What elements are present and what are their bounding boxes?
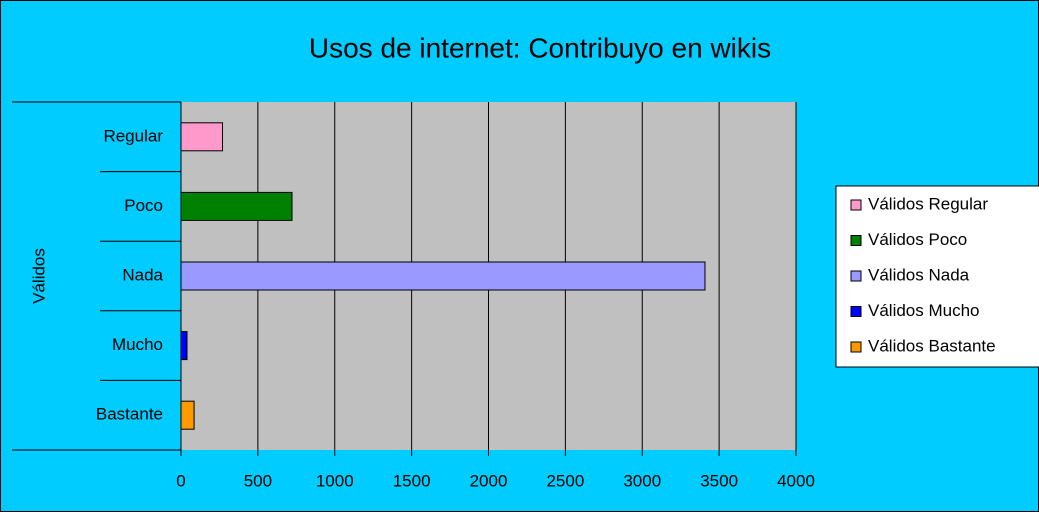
x-tick-label: 1500 xyxy=(393,471,431,490)
x-tick-label: 4000 xyxy=(777,471,815,490)
legend-label: Válidos Poco xyxy=(868,230,967,249)
bar xyxy=(180,191,293,221)
legend-swatch xyxy=(850,270,862,282)
x-tick-label: 3000 xyxy=(623,471,661,490)
x-tick-label: 2500 xyxy=(546,471,584,490)
bar xyxy=(180,261,706,291)
chart-title: Usos de internet: Contribuyo en wikis xyxy=(309,32,771,63)
y-tick-label: Bastante xyxy=(96,405,163,424)
legend-label: Válidos Mucho xyxy=(868,301,980,320)
bar xyxy=(180,400,195,430)
x-tick-label: 0 xyxy=(176,471,185,490)
legend-swatch xyxy=(850,199,862,211)
bar xyxy=(180,331,188,361)
x-tick-label: 500 xyxy=(244,471,272,490)
x-tick-label: 3500 xyxy=(700,471,738,490)
legend-label: Válidos Regular xyxy=(868,194,988,213)
bar xyxy=(180,122,224,152)
legend-swatch xyxy=(850,235,862,246)
legend xyxy=(835,185,1039,368)
legend-label: Válidos Nada xyxy=(868,265,970,284)
y-tick-label: Mucho xyxy=(112,335,163,354)
legend-swatch xyxy=(850,341,862,353)
y-axis-label: Válidos xyxy=(29,248,48,304)
y-tick-label: Poco xyxy=(124,196,163,215)
x-tick-label: 2000 xyxy=(470,471,508,490)
y-tick-label: Nada xyxy=(122,265,163,284)
y-tick-label: Regular xyxy=(103,126,163,145)
legend-label: Válidos Bastante xyxy=(868,336,996,355)
x-tick-label: 1000 xyxy=(316,471,354,490)
legend-swatch xyxy=(850,306,862,317)
